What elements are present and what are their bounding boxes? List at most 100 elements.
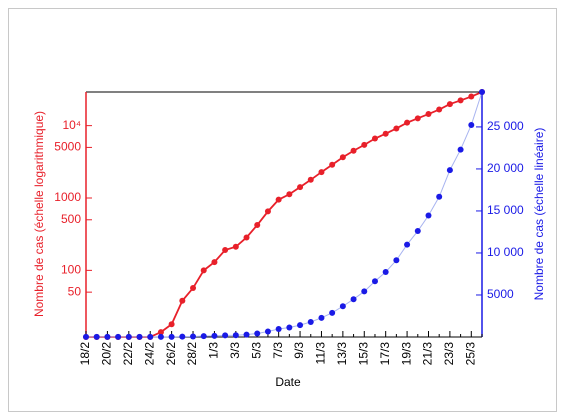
data-point bbox=[329, 309, 336, 316]
y2-tick-label: 5000 bbox=[487, 287, 514, 301]
data-point bbox=[404, 241, 411, 248]
y2-tick-label: 20 000 bbox=[487, 161, 524, 175]
data-point bbox=[446, 167, 453, 174]
data-point bbox=[318, 169, 325, 176]
data-point bbox=[479, 89, 485, 95]
data-point bbox=[232, 243, 239, 250]
data-point bbox=[254, 330, 261, 337]
x-tick-label: 18/2 bbox=[78, 342, 92, 366]
data-point bbox=[254, 222, 261, 229]
data-point bbox=[147, 333, 154, 340]
data-point bbox=[404, 119, 411, 126]
data-point bbox=[307, 176, 314, 183]
x-tick-label: 22/2 bbox=[121, 342, 135, 366]
data-point bbox=[179, 297, 186, 304]
data-point bbox=[243, 331, 250, 338]
y-tick-label: 50 bbox=[68, 284, 82, 298]
data-point bbox=[436, 193, 443, 200]
data-point bbox=[211, 259, 218, 266]
data-point bbox=[222, 247, 229, 254]
data-point bbox=[371, 135, 378, 142]
x-tick-label: 5/3 bbox=[249, 342, 263, 359]
data-point bbox=[190, 333, 197, 340]
y2-tick-label: 15 000 bbox=[487, 203, 524, 217]
data-point bbox=[371, 278, 378, 285]
data-point bbox=[211, 332, 218, 339]
data-point bbox=[414, 115, 421, 122]
data-point bbox=[436, 106, 443, 113]
x-tick-label: 11/3 bbox=[314, 342, 328, 365]
x-tick-label: 23/3 bbox=[442, 342, 456, 366]
data-point bbox=[468, 93, 475, 100]
data-point bbox=[468, 121, 475, 128]
x-tick-label: 20/2 bbox=[100, 342, 114, 366]
data-point bbox=[157, 333, 164, 340]
y-tick-label: 100 bbox=[61, 263, 81, 277]
data-point bbox=[393, 125, 400, 132]
data-point bbox=[297, 184, 304, 191]
x-tick-label: 25/3 bbox=[463, 342, 477, 366]
data-point bbox=[104, 333, 111, 340]
x-tick-label: 3/3 bbox=[228, 342, 242, 359]
data-point bbox=[329, 161, 336, 168]
data-point bbox=[200, 333, 207, 340]
data-point bbox=[318, 314, 325, 321]
data-point bbox=[115, 333, 122, 340]
data-point bbox=[307, 319, 314, 326]
x-tick-label: 9/3 bbox=[292, 342, 306, 359]
x-tick-label: 21/3 bbox=[421, 342, 435, 366]
data-point bbox=[168, 333, 175, 340]
data-point bbox=[222, 332, 229, 339]
data-point bbox=[264, 208, 271, 215]
data-point bbox=[136, 333, 143, 340]
data-point bbox=[457, 97, 464, 104]
x-tick-label: 7/3 bbox=[271, 342, 285, 359]
y-axis-label: Nombre de cas (échelle logarithmique) bbox=[32, 111, 46, 317]
data-point bbox=[93, 333, 100, 340]
data-point bbox=[168, 321, 175, 328]
data-point bbox=[350, 296, 357, 303]
data-point bbox=[200, 267, 207, 274]
data-point bbox=[425, 111, 432, 118]
x-tick-label: 26/2 bbox=[164, 342, 178, 366]
data-point bbox=[382, 130, 389, 137]
data-point bbox=[286, 191, 293, 198]
data-point bbox=[125, 333, 132, 340]
data-point bbox=[264, 328, 271, 335]
data-point bbox=[382, 269, 389, 276]
y2-tick-label: 25 000 bbox=[487, 119, 524, 133]
x-tick-label: 17/3 bbox=[378, 342, 392, 366]
x-tick-label: 15/3 bbox=[356, 342, 370, 366]
x-tick-label: 28/2 bbox=[185, 342, 199, 366]
data-point bbox=[361, 288, 368, 295]
x-tick-label: 19/3 bbox=[399, 342, 413, 366]
data-point bbox=[339, 154, 346, 161]
data-point bbox=[179, 333, 186, 340]
y-tick-label: 5000 bbox=[54, 140, 81, 154]
data-point bbox=[243, 234, 250, 241]
data-point bbox=[361, 141, 368, 148]
data-point bbox=[457, 146, 464, 153]
data-point bbox=[446, 101, 453, 108]
data-point bbox=[275, 326, 282, 333]
data-point bbox=[297, 322, 304, 329]
x-tick-label: 24/2 bbox=[142, 342, 156, 366]
data-point bbox=[350, 147, 357, 154]
data-point bbox=[190, 285, 197, 292]
y-tick-label: 10⁴ bbox=[62, 118, 81, 132]
data-point bbox=[83, 333, 89, 340]
y-tick-label: 1000 bbox=[54, 190, 81, 204]
data-point bbox=[275, 196, 282, 203]
x-axis-label: Date bbox=[275, 375, 301, 389]
y2-tick-label: 10 000 bbox=[487, 245, 524, 259]
x-tick-label: 1/3 bbox=[207, 342, 221, 359]
data-point bbox=[157, 329, 164, 336]
data-point bbox=[393, 257, 400, 264]
data-point bbox=[414, 228, 421, 235]
y2-axis-label: Nombre de cas (échelle linéaire) bbox=[532, 128, 546, 301]
y-tick-label: 500 bbox=[61, 212, 81, 226]
data-point bbox=[286, 324, 293, 331]
data-point bbox=[425, 212, 432, 219]
frame bbox=[8, 8, 557, 412]
